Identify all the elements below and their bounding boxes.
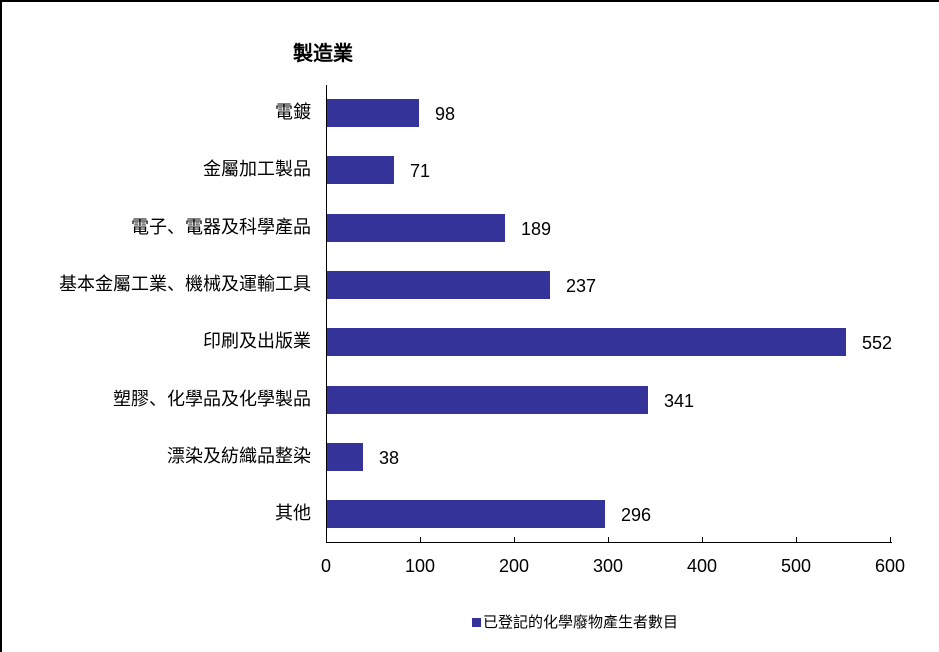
bar bbox=[327, 442, 363, 471]
chart-title: 製造業 bbox=[293, 41, 353, 65]
x-tick-label: 400 bbox=[686, 556, 718, 576]
x-tick bbox=[514, 537, 515, 543]
bar-value-label: 341 bbox=[664, 390, 695, 411]
x-axis-line bbox=[326, 542, 892, 543]
x-tick-label: 600 bbox=[874, 556, 906, 576]
x-tick-label: 200 bbox=[498, 556, 530, 576]
category-label: 其他 bbox=[275, 503, 311, 525]
bar bbox=[327, 385, 648, 414]
category-label: 基本金屬工業、機械及運輸工具 bbox=[59, 273, 311, 295]
bar-value-label: 71 bbox=[410, 161, 431, 182]
x-tick bbox=[702, 537, 703, 543]
bar bbox=[327, 156, 394, 185]
x-tick-label: 300 bbox=[592, 556, 624, 576]
category-label: 漂染及紡織品整染 bbox=[167, 445, 311, 467]
legend-swatch-icon bbox=[472, 617, 481, 627]
x-tick-label: 100 bbox=[404, 556, 436, 576]
legend: 已登記的化學廢物產生者數目 bbox=[472, 612, 678, 632]
x-tick bbox=[326, 537, 327, 543]
bar-value-label: 98 bbox=[435, 104, 456, 124]
x-tick bbox=[420, 537, 421, 543]
bar bbox=[327, 99, 419, 127]
x-tick-label: 500 bbox=[780, 556, 812, 576]
category-label: 電鍍 bbox=[275, 102, 311, 123]
bar-value-label: 296 bbox=[621, 505, 652, 526]
bar-value-label: 552 bbox=[862, 333, 893, 354]
category-label: 塑膠、化學品及化學製品 bbox=[113, 388, 311, 410]
x-tick-label: 0 bbox=[320, 556, 331, 576]
category-label: 印刷及出版業 bbox=[203, 331, 311, 353]
bar bbox=[327, 500, 605, 529]
category-label: 金屬加工製品 bbox=[203, 159, 311, 181]
y-axis-line bbox=[326, 85, 327, 543]
bar bbox=[327, 213, 505, 242]
bar-value-label: 38 bbox=[379, 447, 400, 468]
bar-value-label: 237 bbox=[566, 275, 597, 296]
x-tick bbox=[890, 537, 891, 543]
category-label: 電子、電器及科學產品 bbox=[131, 216, 311, 238]
bar-value-label: 189 bbox=[521, 218, 552, 239]
bar bbox=[327, 270, 550, 299]
legend-label: 已登記的化學廢物產生者數目 bbox=[483, 613, 679, 631]
x-tick bbox=[608, 537, 609, 543]
bar bbox=[327, 328, 846, 357]
x-tick bbox=[796, 537, 797, 543]
